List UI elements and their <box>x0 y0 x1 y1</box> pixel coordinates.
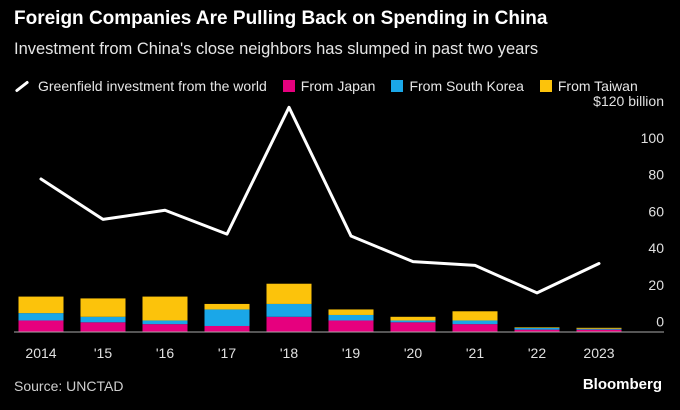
y-tick-label: 80 <box>648 167 664 183</box>
x-tick-label: '15 <box>94 345 112 361</box>
brand-logo: Bloomberg <box>582 376 662 393</box>
legend-label-world: Greenfield investment from the world <box>38 78 267 94</box>
x-tick-label: 2023 <box>583 345 614 361</box>
chart-subtitle: Investment from China's close neighbors … <box>14 40 539 58</box>
y-tick-label: 20 <box>648 277 664 293</box>
bar-from-taiwan-6 <box>390 316 436 321</box>
legend-item-south-korea: From South Korea <box>391 78 524 94</box>
bar-from-japan-6 <box>390 322 436 332</box>
bar-from-south-korea-6 <box>390 320 436 323</box>
legend-label-japan: From Japan <box>300 78 376 94</box>
legend-item-taiwan: From Taiwan <box>539 78 638 94</box>
legend-item-world: Greenfield investment from the world <box>14 78 267 94</box>
bar-from-south-korea-8 <box>514 327 560 330</box>
line-greenfield-world <box>39 105 601 295</box>
x-tick-label: '16 <box>156 345 174 361</box>
bar-from-japan-7 <box>452 324 498 332</box>
chart-title: Foreign Companies Are Pulling Back on Sp… <box>14 8 548 29</box>
bar-from-japan-0 <box>18 320 64 332</box>
x-tick-label: '22 <box>528 345 546 361</box>
bar-from-japan-3 <box>204 325 250 332</box>
bar-from-taiwan-3 <box>204 303 250 310</box>
bar-from-japan-8 <box>514 329 560 332</box>
bar-from-taiwan-2 <box>142 296 188 321</box>
bar-from-south-korea-7 <box>452 320 498 325</box>
bar-from-japan-5 <box>328 320 374 332</box>
bar-from-taiwan-4 <box>266 283 312 304</box>
bar-from-taiwan-8 <box>514 327 560 328</box>
legend-item-japan: From Japan <box>282 78 376 94</box>
legend-swatch-taiwan <box>539 80 552 92</box>
bar-from-south-korea-2 <box>142 320 188 325</box>
x-tick-label: '17 <box>218 345 236 361</box>
y-tick-label: 60 <box>648 203 664 219</box>
bar-from-japan-2 <box>142 324 188 332</box>
bar-from-south-korea-9 <box>576 328 622 330</box>
x-tick-label: '19 <box>342 345 360 361</box>
legend-swatch-japan <box>282 80 295 92</box>
chart-legend: Greenfield investment from the world Fro… <box>14 76 654 96</box>
bar-from-japan-1 <box>80 322 126 332</box>
bar-from-south-korea-4 <box>266 303 312 317</box>
legend-label-taiwan: From Taiwan <box>557 78 638 94</box>
x-tick-label: '21 <box>466 345 484 361</box>
y-tick-label: 0 <box>656 314 664 330</box>
bar-from-taiwan-5 <box>328 309 374 315</box>
y-tick-label: 40 <box>648 240 664 256</box>
y-tick-label: $120 billion <box>593 93 664 109</box>
bar-from-taiwan-0 <box>18 296 64 314</box>
bar-from-taiwan-1 <box>80 298 126 317</box>
source-note: Source: UNCTAD <box>14 378 124 394</box>
legend-swatch-south-korea <box>391 80 404 92</box>
bar-from-south-korea-3 <box>204 309 250 326</box>
bar-from-south-korea-5 <box>328 314 374 321</box>
x-tick-label: '20 <box>404 345 422 361</box>
bar-from-south-korea-0 <box>18 313 64 321</box>
bar-from-japan-4 <box>266 316 312 332</box>
legend-label-south-korea: From South Korea <box>409 78 524 94</box>
bar-from-taiwan-7 <box>452 311 498 321</box>
x-tick-label: '18 <box>280 345 298 361</box>
x-tick-label: 2014 <box>25 345 56 361</box>
y-tick-label: 100 <box>641 130 665 146</box>
bar-from-japan-9 <box>576 329 622 332</box>
bar-from-taiwan-9 <box>576 327 622 329</box>
bar-from-south-korea-1 <box>80 316 126 323</box>
